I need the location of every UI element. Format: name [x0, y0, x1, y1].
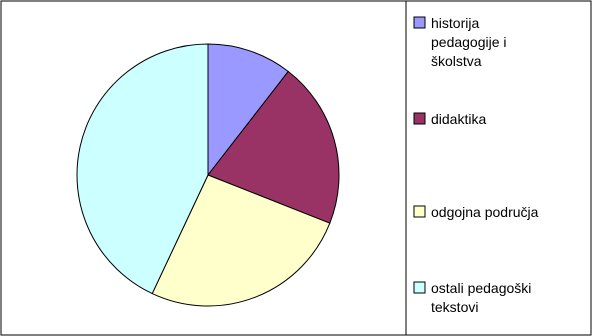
- legend-swatch-1: [413, 16, 426, 29]
- legend-item-1: historija pedagogije i školstva: [413, 15, 507, 69]
- legend-swatch-4: [413, 281, 426, 294]
- pie-slice-1: [207, 43, 289, 177]
- legend-label-4-line-2: tekstovi: [431, 299, 478, 315]
- legend-item-2: didaktika: [413, 111, 486, 127]
- legend-label-1-line-2: pedagogije i: [431, 34, 507, 50]
- legend-swatch-3: [413, 205, 426, 218]
- legend-label-2-line-1: didaktika: [431, 111, 486, 127]
- legend-label-4-line-1: ostali pedagoški: [431, 280, 531, 296]
- legend-swatch-2: [413, 112, 426, 125]
- pie-slice-3: [151, 174, 331, 307]
- pie-slice-4: [76, 43, 209, 295]
- legend: historija pedagogije i školstva didaktika od…: [413, 15, 539, 315]
- legend-item-3: odgojna područja: [413, 204, 539, 220]
- legend-item-4: ostali pedagoški tekstovi: [413, 280, 531, 315]
- legend-label-1-line-3: školstva: [431, 53, 482, 69]
- legend-label-1-line-1: historija: [431, 15, 479, 31]
- legend-label-3-line-1: odgojna područja: [431, 204, 539, 220]
- pie-slice-2: [207, 70, 340, 224]
- legend-box: [405, 0, 592, 336]
- pie-slices: [76, 43, 340, 307]
